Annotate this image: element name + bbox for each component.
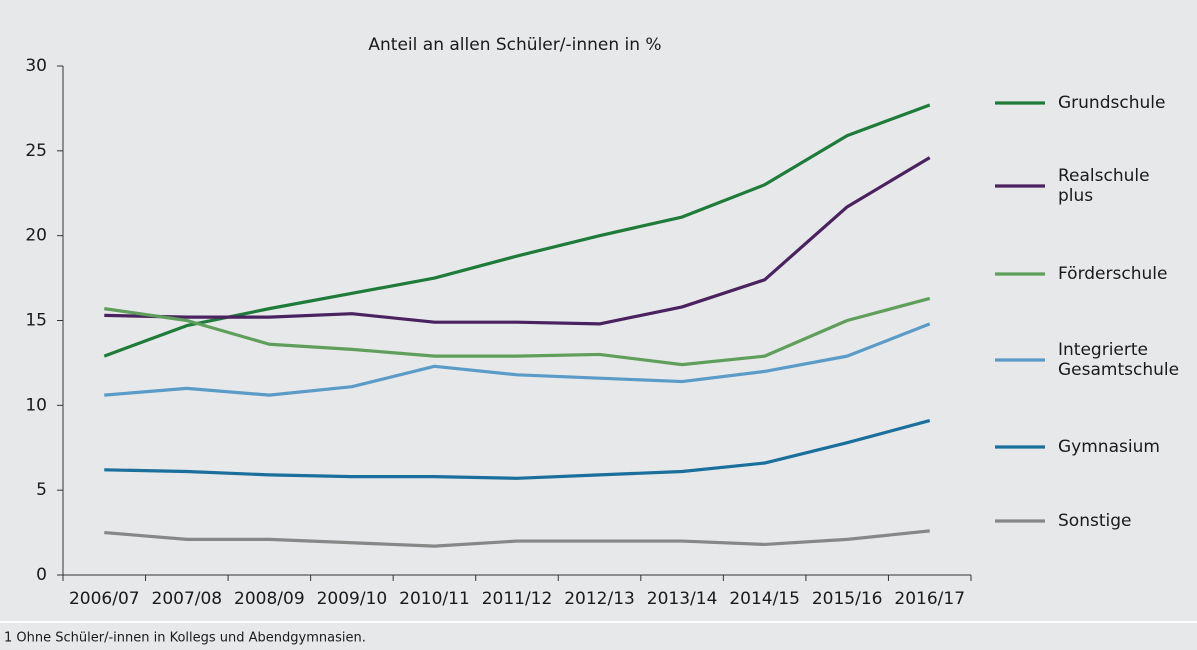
legend-label: Integrierte Gesamtschule <box>1058 340 1179 380</box>
y-tick-label: 0 <box>36 565 47 585</box>
x-tick-label: 2014/15 <box>729 589 800 609</box>
legend-label: Sonstige <box>1058 511 1131 531</box>
chart-title: Anteil an allen Schüler/-innen in % <box>368 35 661 55</box>
x-tick-label: 2011/12 <box>482 589 553 609</box>
legend-label: Grundschule <box>1058 93 1165 113</box>
series-line <box>103 103 931 358</box>
x-tick-label: 2007/08 <box>152 589 223 609</box>
series-line <box>104 419 931 480</box>
x-tick-label: 2013/14 <box>647 589 718 609</box>
x-tick-label: 2010/11 <box>399 589 470 609</box>
y-tick-label: 5 <box>36 480 47 500</box>
y-tick-label: 15 <box>25 311 47 331</box>
legend-label: Gymnasium <box>1058 437 1160 457</box>
y-tick-label: 20 <box>25 226 47 246</box>
y-tick-label: 10 <box>25 395 47 415</box>
legend-label: Realschule plus <box>1058 166 1150 206</box>
series-line <box>104 296 931 367</box>
legend-label: Förderschule <box>1058 264 1167 284</box>
footnote: 1 Ohne Schüler/-innen in Kollegs und Abe… <box>4 631 366 646</box>
x-tick-label: 2008/09 <box>234 589 305 609</box>
series-line <box>104 156 931 326</box>
y-tick-label: 25 <box>25 141 47 161</box>
series-line <box>104 529 930 548</box>
x-tick-label: 2016/17 <box>894 589 965 609</box>
x-tick-label: 2006/07 <box>69 589 140 609</box>
x-tick-label: 2009/10 <box>317 589 388 609</box>
y-tick-label: 30 <box>25 56 47 76</box>
x-tick-label: 2015/16 <box>812 589 883 609</box>
series-line <box>104 322 931 397</box>
x-tick-label: 2012/13 <box>564 589 635 609</box>
